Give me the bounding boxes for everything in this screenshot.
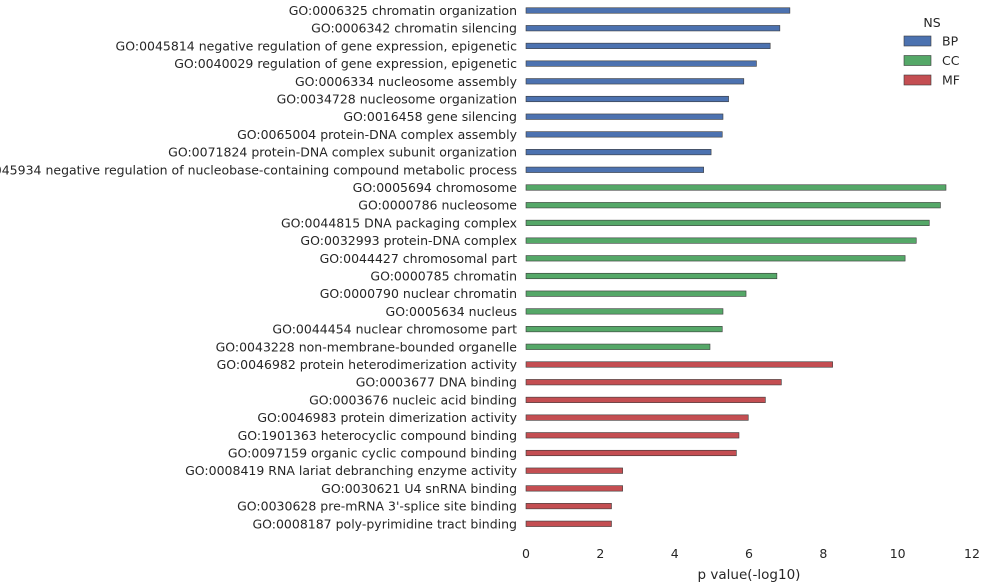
category-label: GO:0046983 protein dimerization activity (257, 410, 517, 425)
category-label: GO:0043228 non-membrane-bounded organell… (216, 339, 518, 354)
bar-bp (525, 131, 723, 138)
category-label: GO:0045814 negative regulation of gene e… (116, 38, 518, 53)
bar-mf (525, 432, 740, 439)
legend-swatch-cc (903, 55, 932, 66)
bar-cc (525, 237, 917, 244)
bar-cc (525, 255, 906, 262)
category-label: GO:0044815 DNA packaging complex (281, 215, 517, 230)
bar-cc (525, 184, 947, 191)
category-label: GO:0030621 U4 snRNA binding (321, 481, 517, 496)
legend-label-bp: BP (942, 34, 959, 49)
category-label: GO:0000790 nuclear chromatin (320, 286, 517, 301)
bar-mf (525, 414, 749, 421)
bar-cc (525, 202, 941, 209)
category-label: GO:0045934 negative regulation of nucleo… (0, 162, 517, 177)
category-label: GO:0000786 nucleosome (358, 198, 517, 213)
category-label: GO:0003676 nucleic acid binding (309, 392, 517, 407)
x-tick-label: 8 (819, 546, 827, 561)
bar-cc (525, 219, 930, 226)
bar-mf (525, 520, 612, 527)
bar-mf (525, 467, 623, 474)
category-label: GO:0065004 protein-DNA complex assembly (237, 127, 518, 142)
bar-mf (525, 449, 737, 457)
category-label: GO:0005694 chromosome (353, 180, 518, 195)
bars-layer (525, 7, 947, 527)
legend-label-cc: CC (942, 53, 960, 68)
category-label: GO:0008419 RNA lariat debranching enzyme… (185, 463, 517, 478)
bar-cc (525, 290, 747, 297)
bar-mf (525, 396, 766, 403)
x-axis-label: p value(-log10) (698, 567, 801, 583)
x-tick-label: 0 (522, 546, 530, 561)
category-label: GO:0032993 protein-DNA complex (300, 233, 517, 248)
category-label: GO:0030628 pre-mRNA 3'-splice site bindi… (237, 499, 517, 514)
legend-swatch-mf (903, 74, 932, 86)
legend-swatch-bp (903, 35, 932, 47)
category-label: GO:0006325 chromatin organization (289, 3, 517, 18)
bar-bp (525, 78, 745, 85)
bar-bp (525, 113, 724, 120)
x-axis-ticks: 0 2 4 6 8 10 12 (522, 546, 980, 561)
legend-label-mf: MF (942, 73, 960, 88)
x-tick-label: 2 (596, 546, 604, 561)
category-label: GO:0005634 nucleus (386, 304, 517, 319)
bar-mf (525, 361, 833, 368)
x-tick-label: 10 (890, 546, 906, 561)
bar-bp (525, 25, 781, 32)
category-label: GO:0006342 chromatin silencing (311, 21, 517, 36)
category-label: GO:0046982 protein heterodimerization ac… (217, 357, 518, 372)
x-tick-label: 4 (671, 546, 679, 561)
bar-bp (525, 95, 729, 103)
category-label: GO:0006334 nucleosome assembly (295, 74, 518, 89)
category-label: GO:0034728 nucleosome organization (277, 92, 517, 107)
bar-bp (525, 42, 771, 49)
category-label: GO:0008187 poly-pyrimidine tract binding (252, 516, 517, 531)
category-label: GO:0044454 nuclear chromosome part (272, 322, 517, 337)
category-labels: GO:0006325 chromatin organization GO:0006… (0, 3, 518, 531)
category-label: GO:0040029 regulation of gene expression… (174, 56, 517, 71)
bar-cc (525, 343, 711, 350)
x-tick-label: 12 (964, 546, 980, 561)
bar-bp (525, 149, 712, 156)
bar-mf (525, 485, 623, 492)
legend-title: NS (923, 15, 940, 30)
bar-cc (525, 308, 724, 315)
category-label: GO:0097159 organic cyclic compound bindi… (228, 446, 517, 461)
bar-mf (525, 503, 612, 510)
category-label: GO:1901363 heterocyclic compound binding (238, 428, 517, 443)
bar-bp (525, 166, 704, 173)
bar-bp (525, 7, 791, 14)
bar-bp (525, 60, 757, 67)
category-label: GO:0000785 chromatin (370, 269, 517, 284)
category-label: GO:0003677 DNA binding (356, 375, 517, 390)
bar-cc (525, 326, 723, 333)
category-label: GO:0071824 protein-DNA complex subunit o… (168, 145, 517, 160)
category-label: GO:0016458 gene silencing (343, 109, 517, 124)
category-label: GO:0044427 chromosomal part (320, 251, 517, 266)
bar-mf (525, 379, 782, 386)
x-tick-label: 6 (745, 546, 753, 561)
bar-cc (525, 272, 778, 280)
